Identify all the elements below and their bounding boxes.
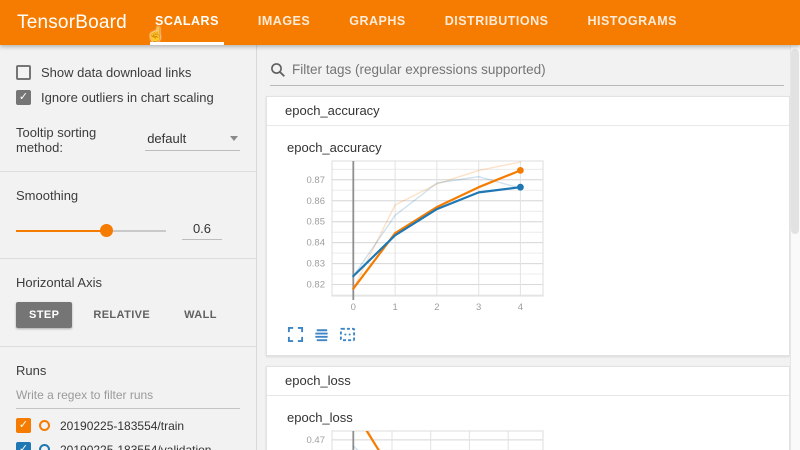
run-checkbox-icon[interactable]: ✓ xyxy=(16,442,31,450)
mouse-cursor-hand-icon: ☝ xyxy=(147,26,165,42)
tag-group-body: epoch_accuracy 0.82 0.83 0.84 0.85 0.86 0.87 0… xyxy=(267,126,789,355)
tag-group-body: epoch_loss 0.350.370.390.410.430.450.470… xyxy=(267,396,789,450)
chevron-down-icon xyxy=(230,136,238,141)
run-row-validation[interactable]: ✓ 20190225-183554/validation xyxy=(16,442,240,450)
runs-filter-input[interactable] xyxy=(16,382,240,409)
run-checkbox-icon[interactable]: ✓ xyxy=(16,418,31,433)
show-download-links-checkbox-row[interactable]: Show data download links xyxy=(16,65,240,80)
svg-text:3: 3 xyxy=(476,302,481,313)
settings-sidebar: Show data download links ✓ Ignore outlie… xyxy=(0,45,257,450)
horizontal-axis-label: Horizontal Axis xyxy=(16,275,102,290)
general-settings-section: Show data download links ✓ Ignore outlie… xyxy=(0,45,256,171)
tab-histograms[interactable]: HISTOGRAMS xyxy=(582,0,682,45)
svg-text:0.47: 0.47 xyxy=(307,435,326,446)
svg-text:0.85: 0.85 xyxy=(307,217,326,228)
svg-text:0.83: 0.83 xyxy=(307,259,326,270)
checkbox-label: Show data download links xyxy=(41,65,192,80)
run-color-swatch-icon[interactable] xyxy=(39,420,50,431)
svg-text:0: 0 xyxy=(351,302,356,313)
horizontal-axis-section: Horizontal Axis STEP RELATIVE WALL xyxy=(0,258,256,346)
svg-text:2: 2 xyxy=(434,302,439,313)
tab-graphs[interactable]: GRAPHS xyxy=(344,0,410,45)
nav-tabs: SCALARS IMAGES GRAPHS DISTRIBUTIONS HIST… xyxy=(150,0,711,45)
chart-action-buttons xyxy=(287,326,771,343)
svg-text:4: 4 xyxy=(518,302,523,313)
runs-section: Runs ✓ 20190225-183554/train ✓ 20190225-… xyxy=(0,346,256,450)
run-row-train[interactable]: ✓ 20190225-183554/train xyxy=(16,418,240,433)
svg-text:1: 1 xyxy=(392,302,397,313)
tab-label: DISTRIBUTIONS xyxy=(444,14,549,28)
relative-button[interactable]: RELATIVE xyxy=(93,309,151,321)
tab-images[interactable]: IMAGES xyxy=(253,0,315,45)
vertical-scrollbar[interactable] xyxy=(790,45,800,450)
checkbox-icon[interactable] xyxy=(16,65,31,80)
chart-title: epoch_loss xyxy=(287,410,353,425)
smoothing-slider-row xyxy=(16,221,240,240)
checkbox-icon[interactable]: ✓ xyxy=(16,90,31,105)
fit-domain-icon[interactable] xyxy=(339,326,356,343)
scrollbar-thumb[interactable] xyxy=(791,49,799,234)
step-button[interactable]: STEP xyxy=(16,302,73,328)
slider-thumb[interactable] xyxy=(100,223,113,237)
runs-label: Runs xyxy=(16,363,47,378)
ignore-outliers-checkbox-row[interactable]: ✓ Ignore outliers in chart scaling xyxy=(16,90,240,105)
log-scale-icon[interactable] xyxy=(313,326,330,343)
tooltip-sorting-value: default xyxy=(147,131,187,146)
tooltip-sorting-select[interactable]: default xyxy=(145,129,240,151)
run-label: 20190225-183554/train xyxy=(60,418,185,433)
tab-label: IMAGES xyxy=(257,14,311,28)
tag-group-header[interactable]: epoch_loss xyxy=(267,367,789,396)
tag-filter-row xyxy=(270,60,784,86)
tag-filter-input[interactable] xyxy=(292,60,784,79)
tag-group-epoch-loss: epoch_loss epoch_loss 0.350.370.390.410.… xyxy=(266,366,790,450)
tab-label: HISTOGRAMS xyxy=(587,14,677,28)
smoothing-label: Smoothing xyxy=(16,188,79,203)
app-header: TensorBoard SCALARS IMAGES GRAPHS DISTRI… xyxy=(0,0,800,45)
checkbox-label: Ignore outliers in chart scaling xyxy=(41,90,214,105)
tag-group-header[interactable]: epoch_accuracy xyxy=(267,97,789,126)
tab-label: GRAPHS xyxy=(349,14,406,28)
run-label: 20190225-183554/validation xyxy=(60,442,212,450)
run-color-swatch-icon[interactable] xyxy=(39,444,50,450)
svg-text:0.87: 0.87 xyxy=(307,175,326,186)
app-title: TensorBoard xyxy=(17,11,127,33)
svg-text:0.86: 0.86 xyxy=(307,196,326,207)
smoothing-slider[interactable] xyxy=(16,223,166,237)
scalar-chart-epoch-accuracy[interactable]: 0.82 0.83 0.84 0.85 0.86 0.87 0 1 2 3 4 xyxy=(285,157,771,322)
tooltip-sorting-row: Tooltip sorting method: default xyxy=(16,125,240,155)
tab-label: SCALARS xyxy=(155,14,219,28)
scalar-chart-epoch-loss[interactable]: 0.350.370.390.410.430.450.4701234 xyxy=(285,427,771,450)
chart-title: epoch_accuracy xyxy=(287,140,382,155)
smoothing-value-input[interactable] xyxy=(182,221,222,240)
tab-distributions[interactable]: DISTRIBUTIONS xyxy=(440,0,554,45)
wall-button[interactable]: WALL xyxy=(184,309,217,321)
tooltip-sorting-label: Tooltip sorting method: xyxy=(16,125,97,155)
search-icon xyxy=(270,62,292,78)
tag-group-epoch-accuracy: epoch_accuracy epoch_accuracy 0.82 0.83 0.… xyxy=(266,96,790,356)
svg-text:0.82: 0.82 xyxy=(307,280,326,291)
tab-scalars[interactable]: SCALARS xyxy=(150,0,224,45)
main-content: epoch_accuracy epoch_accuracy 0.820.830.… xyxy=(258,45,800,450)
slider-fill xyxy=(16,229,106,232)
horizontal-axis-buttons: STEP RELATIVE WALL xyxy=(16,302,240,328)
smoothing-section: Smoothing xyxy=(0,171,256,258)
expand-chart-icon[interactable] xyxy=(287,326,304,343)
svg-text:0.84: 0.84 xyxy=(307,238,326,249)
